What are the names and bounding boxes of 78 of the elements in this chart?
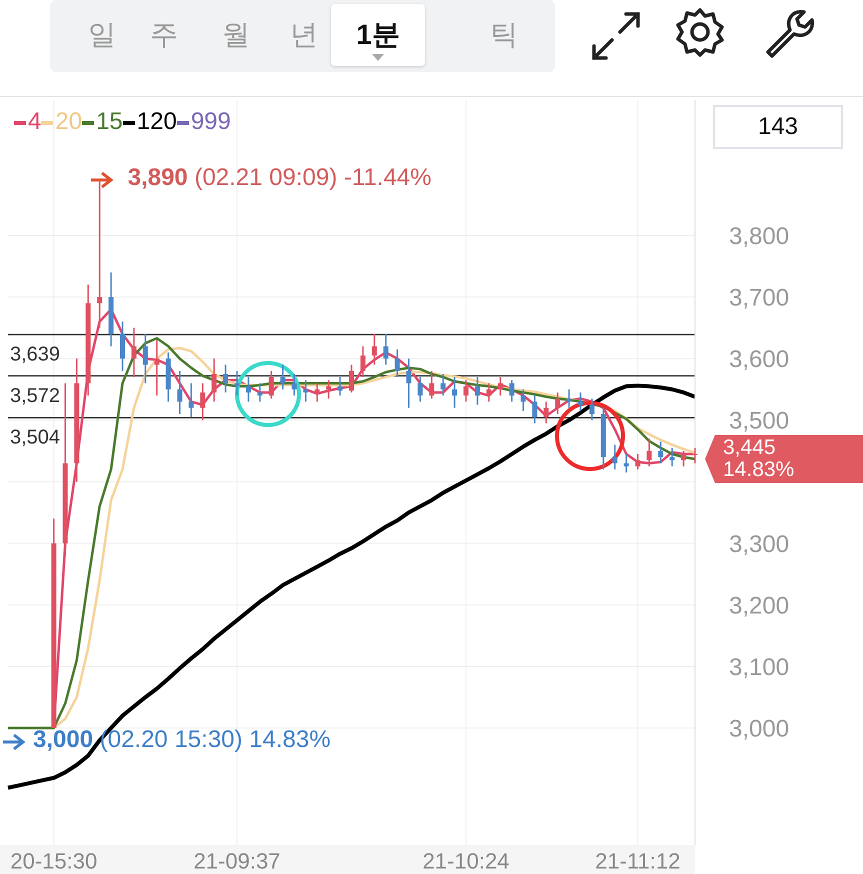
candlestick [131,327,136,378]
legend-label: 4 [27,108,42,135]
candlestick [670,447,675,468]
candlestick [142,333,148,384]
x-tick-label: 20-15:30 [10,848,98,874]
candlestick [635,453,640,470]
y-tick-label: 3,200 [729,592,790,620]
legend-label: 20 [54,108,82,135]
text: 3,445 14.83% [723,436,794,482]
candlestick [612,444,618,470]
candlestick [520,388,526,412]
candlestick [338,376,343,396]
legend-label: 999 [190,108,231,135]
candlestick [406,358,412,409]
candlestick [464,379,468,402]
ref-line-label: 3,504 [10,426,60,449]
candlestick [257,382,262,402]
y-tick-label: 3,300 [729,530,790,558]
candlestick [681,450,686,468]
candlestick [303,379,308,402]
candlestick [486,382,492,402]
text: 143 [713,105,843,149]
y-tick-label: 3,600 [729,346,790,374]
candlestick [234,370,240,396]
candlestick [177,370,182,415]
line-series [6,384,697,790]
candlestick [200,382,206,421]
candlestick [452,376,458,409]
candlestick [624,453,629,474]
candlestick [566,388,572,409]
text: 틱 [490,18,518,52]
candlestick [498,376,503,396]
candlestick [154,339,160,396]
candlestick [383,333,388,366]
x-tick-label: 21-10:24 [422,848,510,874]
candlestick [418,376,423,402]
x-tick-label: 21-09:37 [194,848,280,874]
candlestick [212,358,217,402]
candlestick [268,370,274,400]
y-tick-label: 3,500 [729,408,790,435]
candlestick [474,376,480,406]
x-tick-label: 21-11:12 [595,848,680,874]
candlestick [188,382,194,418]
legend-label: 120 [136,108,177,135]
annotation: 3,000 (02.20 15:30) 14.83% [33,726,331,754]
candlestick [578,392,583,412]
candlestick [429,370,434,400]
text: 년 [290,18,318,52]
ref-line-label: 3,572 [10,384,60,407]
y-tick-label: 3,100 [729,654,790,681]
candlestick [555,392,560,415]
candlestick [440,373,446,396]
y-tick-label: 3,800 [729,222,790,250]
legend-label: 15 [95,108,123,135]
candlestick [589,398,594,421]
text: 일 [88,18,116,52]
candlestick [646,438,652,468]
candlestick [372,333,377,366]
annotation: 3,890 (02.21 09:09) -11.44% [128,164,432,192]
candlestick [280,364,286,390]
candlestick [349,364,354,394]
y-tick-label: 3,700 [729,284,790,312]
text: 1분 [355,18,401,52]
candlestick [292,373,297,396]
candlestick [532,394,538,424]
candlestick [360,346,366,378]
candlestick [394,348,400,378]
text: 주 [150,18,178,52]
candlestick [314,382,320,402]
candlestick [326,379,332,400]
candlestick [246,376,251,402]
candlestick [544,400,549,424]
ref-line-label: 3,639 [10,344,60,366]
candlestick [509,379,514,402]
text: 월 [222,18,250,52]
y-tick-label: 3,000 [729,716,790,743]
candlestick [223,364,228,394]
candlestick [658,440,664,464]
